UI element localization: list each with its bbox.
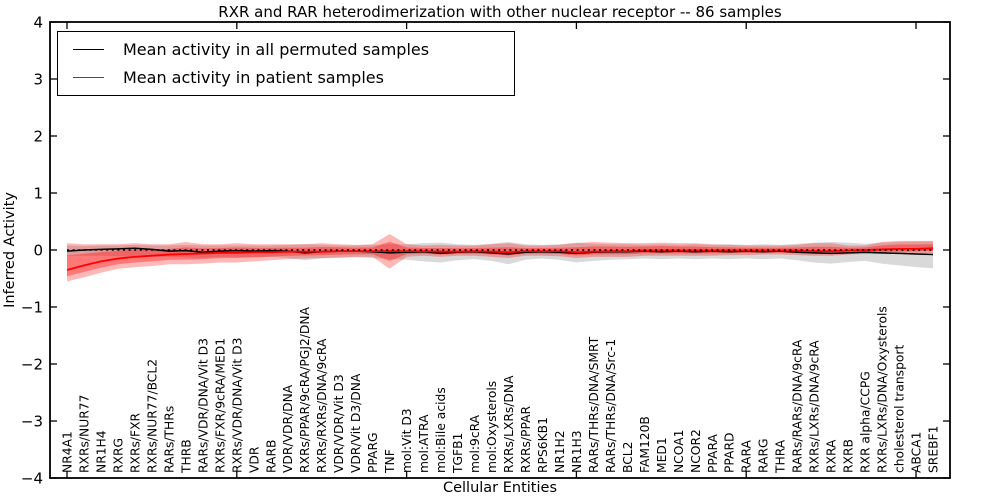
y-axis-label: Inferred Activity [2, 192, 18, 308]
x-category-label: FAM120B [638, 416, 652, 473]
x-category-label: RARA [740, 439, 754, 473]
x-category-label: PPARD [723, 433, 737, 473]
x-category-label: RARs/THRs/DNA/Src-1 [604, 339, 618, 473]
x-category-label: RXRs/FXR [128, 412, 142, 473]
x-category-label: NCOR2 [689, 429, 703, 473]
y-tick-label: −3 [21, 413, 43, 431]
x-category-label: RARs/THRs/DNA/SMRT [587, 336, 601, 473]
legend-label-patient: Mean activity in patient samples [123, 67, 384, 87]
x-category-label: RXRs/VDR/DNA/Vit D3 [230, 338, 244, 473]
x-category-label: VDR/VDR/Vit D3 [332, 374, 346, 473]
y-tick-label: 4 [33, 14, 43, 32]
patient-std-band-outer [67, 234, 933, 282]
x-category-label: RXRs/LXRs/DNA/Oxysterols [876, 306, 890, 473]
y-tick-label: −4 [21, 470, 43, 488]
x-category-label: ABCA1 [910, 432, 924, 473]
y-tick-label: 3 [33, 71, 43, 89]
y-tick-label: 2 [33, 128, 43, 146]
legend-entry-permuted: Mean activity in all permuted samples [58, 40, 514, 59]
x-category-label: RXRs/FXR/9cRA/MED1 [213, 338, 227, 473]
x-category-label: BCL2 [621, 442, 635, 473]
x-category-label: RXRs/RXRs/DNA/9cRA [315, 338, 329, 473]
x-category-label: NCOA1 [672, 430, 686, 473]
x-category-label: RARB [264, 440, 278, 473]
patient-mean-line [66, 247, 934, 271]
y-tick-label: −1 [21, 299, 43, 317]
x-category-label: VDR/Vit D3/DNA [349, 373, 363, 473]
x-category-label: NR1H2 [553, 430, 567, 473]
x-category-label: mol:Vit D3 [400, 408, 414, 473]
chart-title: RXR and RAR heterodimerization with othe… [218, 3, 782, 21]
x-category-label: RARs/VDR/DNA/Vit D3 [196, 338, 210, 473]
y-tick-label: 1 [33, 185, 43, 203]
legend-line-patient-icon [73, 76, 104, 78]
x-category-label: SREBF1 [927, 426, 941, 473]
x-category-label: RXRs/LXRs/DNA [502, 375, 516, 473]
x-category-label: VDR [247, 446, 261, 473]
x-category-label: mol:ATRA [417, 414, 431, 473]
x-category-label: TNF [383, 449, 397, 474]
x-category-label: mol:9cRA [468, 414, 482, 473]
x-category-label: RARG [757, 438, 771, 473]
x-category-label: RARs/RARs/DNA/9cRA [791, 339, 805, 473]
legend-line-permuted-icon [73, 49, 104, 51]
x-category-label: NR1H3 [570, 430, 584, 473]
x-category-label: RXR alpha/CCPG [859, 371, 873, 473]
x-category-label: THRB [179, 439, 193, 474]
y-tick-label: −2 [21, 356, 43, 374]
x-category-label: cholesterol transport [893, 345, 907, 473]
x-category-label: THRA [774, 439, 788, 474]
x-category-label: PPARG [366, 432, 380, 473]
x-category-label: RXRs/PPAR/9cRA/PGJ2/DNA [298, 306, 312, 473]
x-category-label: RXRB [842, 439, 856, 473]
x-category-label: RXRA [825, 439, 839, 473]
x-category-label: RARs/THRs [162, 406, 176, 473]
x-category-label: TGFB1 [451, 433, 465, 474]
x-category-label: RXRs/NUR77 [77, 395, 91, 473]
x-category-label: MED1 [655, 437, 669, 473]
x-category-label: mol:Bile acids [434, 387, 448, 473]
x-category-label: PPARA [706, 433, 720, 473]
permuted-std-band [67, 241, 933, 269]
x-category-label: RXRG [111, 438, 125, 473]
legend-label-permuted: Mean activity in all permuted samples [123, 40, 430, 60]
y-tick-label: 0 [33, 242, 43, 260]
x-category-label: mol:Oxysterols [485, 381, 499, 473]
x-category-label: RXRs/PPAR [519, 405, 533, 473]
x-category-label: VDR/VDR/DNA [281, 384, 295, 473]
axis-frame [49, 21, 951, 479]
x-category-label: RXRs/NUR77/BCL2 [145, 359, 159, 473]
x-category-label: RPS6KB1 [536, 417, 550, 473]
x-axis-label: Cellular Entities [442, 480, 558, 496]
legend: Mean activity in all permuted samples Me… [57, 31, 515, 96]
legend-entry-patient: Mean activity in patient samples [58, 68, 514, 87]
x-category-label: NR4A1 [61, 431, 75, 473]
permuted-mean-line [66, 247, 934, 256]
x-category-label: RXRs/LXRs/DNA/9cRA [808, 340, 822, 473]
x-category-label: NR1H4 [94, 430, 108, 473]
